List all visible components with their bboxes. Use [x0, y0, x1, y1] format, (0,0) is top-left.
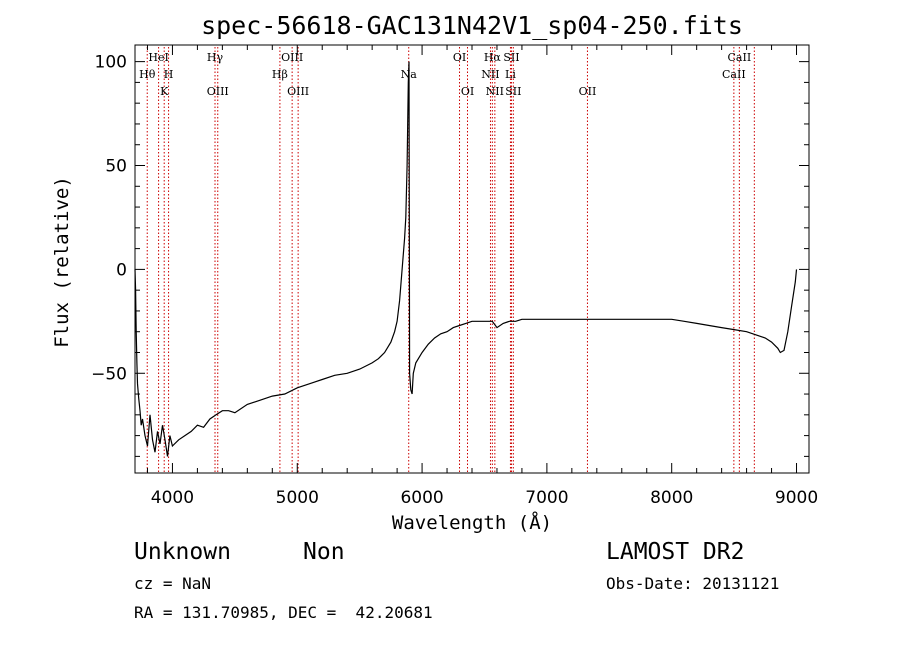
plot-frame	[134, 44, 810, 474]
x-tick-label: 4000	[151, 488, 194, 508]
object-subclass: Non	[303, 539, 345, 565]
x-tick-label: 9000	[775, 488, 818, 508]
survey-name: LAMOST DR2	[606, 539, 745, 565]
line-label: NII	[486, 85, 504, 98]
x-tick-label: 7000	[525, 488, 568, 508]
line-label: Hα	[484, 51, 502, 64]
line-label: NII	[481, 68, 499, 81]
line-label: OIII	[287, 85, 309, 98]
object-class: Unknown	[134, 539, 231, 565]
coordinates: RA = 131.70985, DEC = 42.20681	[134, 603, 433, 622]
line-label: OII	[579, 85, 597, 98]
y-tick-label: 50	[105, 157, 127, 177]
line-label: K	[160, 85, 169, 98]
chart-title: spec-56618-GAC131N42V1_sp04-250.fits	[201, 11, 743, 40]
redshift-cz: cz = NaN	[134, 574, 212, 593]
y-tick-label: −50	[91, 364, 127, 384]
line-label: Hβ	[272, 68, 288, 81]
line-label: H	[164, 68, 174, 81]
y-axis: −50 0 50 100	[91, 53, 809, 457]
line-label: CaII	[728, 51, 752, 64]
line-label: SII	[505, 85, 521, 98]
line-label: Hγ	[207, 51, 224, 64]
y-tick-label: 0	[116, 260, 127, 280]
line-label: OIII	[207, 85, 229, 98]
line-label: OI	[453, 51, 466, 64]
x-tick-label: 5000	[276, 488, 319, 508]
y-tick-label: 100	[95, 53, 127, 73]
x-tick-label: 8000	[650, 488, 693, 508]
line-label: OIII	[281, 51, 303, 64]
x-axis: 4000 5000 6000 7000 8000 9000	[146, 45, 818, 508]
line-label: OI	[461, 85, 474, 98]
observation-date: Obs-Date: 20131121	[606, 574, 780, 593]
line-markers	[146, 47, 755, 473]
x-tick-label: 6000	[400, 488, 443, 508]
line-label: Li	[505, 68, 516, 81]
y-axis-label: Flux (relative)	[51, 176, 73, 348]
line-label: SII	[503, 51, 519, 64]
line-labels: HθHeIKHHγOIIIHβOIIIOIIINaOIOINIIHαNIILiS…	[139, 51, 751, 98]
spectrum-line	[134, 61, 798, 457]
line-label: CaII	[722, 68, 746, 81]
x-axis-label: Wavelength (Å)	[392, 511, 552, 534]
line-label: HeI	[148, 51, 168, 64]
line-label: Hθ	[139, 68, 156, 81]
